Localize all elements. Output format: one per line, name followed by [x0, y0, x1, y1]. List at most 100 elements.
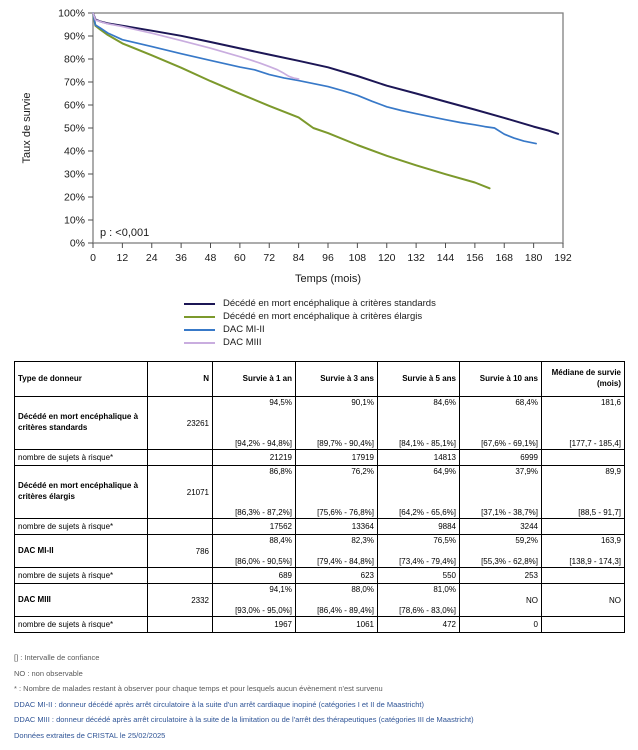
y-tick-label: 100%: [58, 8, 85, 20]
confidence-interval: [67,6% - 69,1%]: [481, 439, 538, 448]
at-risk-value: 17919: [295, 449, 378, 466]
donor-row: Décédé en mort encéphalique à critères é…: [14, 465, 625, 519]
confidence-interval: [88,5 - 91,7]: [578, 508, 621, 517]
survival-value: 94,5%: [269, 398, 292, 407]
survival-value: 81,0%: [433, 585, 456, 594]
survival-value: 89,9: [605, 467, 621, 476]
survival-value: 76,2%: [351, 467, 374, 476]
at-risk-label: nombre de sujets à risque*: [14, 567, 148, 584]
at-risk-value: 13364: [295, 518, 378, 535]
survival-value: 76,5%: [433, 536, 456, 545]
col-header-type: Type de donneur: [14, 361, 148, 397]
col-header-10ans: Survie à 10 ans: [459, 361, 542, 397]
at-risk-value: [541, 518, 625, 535]
legend-item: DAC MI-II: [184, 323, 638, 336]
at-risk-value: 623: [295, 567, 378, 584]
survival-stat-cell: 37,9% [37,1% - 38,7%]: [459, 465, 542, 519]
at-risk-label: nombre de sujets à risque*: [14, 449, 148, 466]
at-risk-value: [541, 449, 625, 466]
donor-row: Décédé en mort encéphalique à critères s…: [14, 396, 625, 450]
x-axis-title: Temps (mois): [295, 273, 361, 285]
footnote-line: NO : non observable: [14, 668, 83, 678]
at-risk-value: 253: [459, 567, 542, 584]
legend-label: Décédé en mort encéphalique à critères s…: [223, 298, 436, 309]
series-line: [92, 12, 491, 190]
at-risk-value: [541, 616, 625, 633]
survival-value: 94,1%: [269, 585, 292, 594]
x-tick-label: 192: [554, 252, 572, 264]
survival-value: 59,2%: [515, 536, 538, 545]
survival-value: NO: [609, 595, 621, 605]
x-tick-label: 60: [234, 252, 246, 264]
x-tick-label: 12: [117, 252, 129, 264]
survival-value: 163,9: [600, 536, 621, 545]
survival-stat-cell: 88,4% [86,0% - 90,5%]: [212, 534, 296, 568]
legend-color-line: [184, 341, 215, 344]
y-tick-label: 20%: [64, 192, 85, 204]
survival-value: 88,0%: [351, 585, 374, 594]
survival-table: Type de donneur N Survie à 1 an Survie à…: [14, 361, 625, 633]
col-header-5ans: Survie à 5 ans: [377, 361, 460, 397]
table-header-row: Type de donneur N Survie à 1 an Survie à…: [14, 361, 625, 397]
footnote-line: [] : Intervalle de confiance: [14, 653, 100, 662]
survival-value: 84,6%: [433, 398, 456, 407]
donor-row: DAC MI-II 786 88,4% [86,0% - 90,5%] 82,3% [79…: [14, 534, 625, 568]
at-risk-value: 17562: [212, 518, 296, 535]
at-risk-value: 0: [459, 616, 542, 633]
confidence-interval: [86,4% - 89,4%]: [317, 606, 374, 615]
donor-n-cell: 23261: [147, 396, 213, 450]
y-tick-label: 10%: [64, 215, 85, 227]
y-tick-label: 70%: [64, 77, 85, 89]
donor-type-cell: DAC MI-II: [14, 534, 148, 568]
at-risk-row: nombre de sujets à risque* 1967 1061 472 0: [14, 616, 625, 633]
at-risk-value: 3244: [459, 518, 542, 535]
legend-item: Décédé en mort encéphalique à critères s…: [184, 297, 638, 310]
donor-type-cell: Décédé en mort encéphalique à critères é…: [14, 465, 148, 519]
legend-label: Décédé en mort encéphalique à critères é…: [223, 311, 423, 322]
empty-cell: [147, 616, 213, 633]
y-tick-label: 40%: [64, 146, 85, 158]
chart-legend: Décédé en mort encéphalique à critères s…: [184, 297, 638, 349]
at-risk-row: nombre de sujets à risque* 689 623 550 253: [14, 567, 625, 584]
legend-color-line: [184, 328, 215, 331]
legend-label: DAC MI-II: [223, 324, 265, 335]
at-risk-value: 1967: [212, 616, 296, 633]
survival-stat-cell: 163,9 [138,9 - 174,3]: [541, 534, 625, 568]
donor-row: DAC MIII 2332 94,1% [93,0% - 95,0%] 88,0% [86…: [14, 583, 625, 617]
y-axis-title: Taux de survie: [21, 93, 33, 164]
survival-value: 64,9%: [433, 467, 456, 476]
footnote-line: DDAC MIII : donneur décédé après arrêt c…: [14, 715, 474, 724]
at-risk-value: 21219: [212, 449, 296, 466]
at-risk-value: 1061: [295, 616, 378, 633]
confidence-interval: [55,3% - 62,8%]: [481, 557, 538, 566]
series-line: [92, 12, 537, 145]
confidence-interval: [64,2% - 65,6%]: [399, 508, 456, 517]
legend-item: DAC MIII: [184, 336, 638, 349]
x-tick-label: 156: [466, 252, 484, 264]
x-tick-label: 36: [175, 252, 187, 264]
survival-stat-cell: 76,5% [73,4% - 79,4%]: [377, 534, 460, 568]
km-survival-plot: 0% 10% 20% 30% 40% 50% 60% 70% 80% 90% 100% 0 12 24 36…: [21, 8, 572, 286]
x-tick-label: 48: [205, 252, 217, 264]
x-tick-label: 144: [437, 252, 455, 264]
survival-stat-cell: 68,4% [67,6% - 69,1%]: [459, 396, 542, 450]
at-risk-value: 689: [212, 567, 296, 584]
x-tick-label: 168: [495, 252, 513, 264]
at-risk-value: 9884: [377, 518, 460, 535]
survival-stat-cell: 84,6% [84,1% - 85,1%]: [377, 396, 460, 450]
at-risk-row: nombre de sujets à risque* 21219 17919 1481…: [14, 449, 625, 466]
y-tick-label: 0%: [70, 238, 85, 250]
donor-type-cell: Décédé en mort encéphalique à critères s…: [14, 396, 148, 450]
survival-stat-cell: 89,9 [88,5 - 91,7]: [541, 465, 625, 519]
survival-stat-cell: 94,1% [93,0% - 95,0%]: [212, 583, 296, 617]
series-line: [92, 12, 560, 135]
footnote-line: Données extraites de CRISTAL le 25/02/20…: [14, 730, 166, 740]
legend-label: DAC MIII: [223, 337, 262, 348]
x-tick-label: 0: [90, 252, 96, 264]
survival-stat-cell: 82,3% [79,4% - 84,8%]: [295, 534, 378, 568]
at-risk-value: 14813: [377, 449, 460, 466]
at-risk-label: nombre de sujets à risque*: [14, 616, 148, 633]
empty-cell: [147, 518, 213, 535]
donor-n-cell: 786: [147, 534, 213, 568]
survival-value: 86,8%: [269, 467, 292, 476]
